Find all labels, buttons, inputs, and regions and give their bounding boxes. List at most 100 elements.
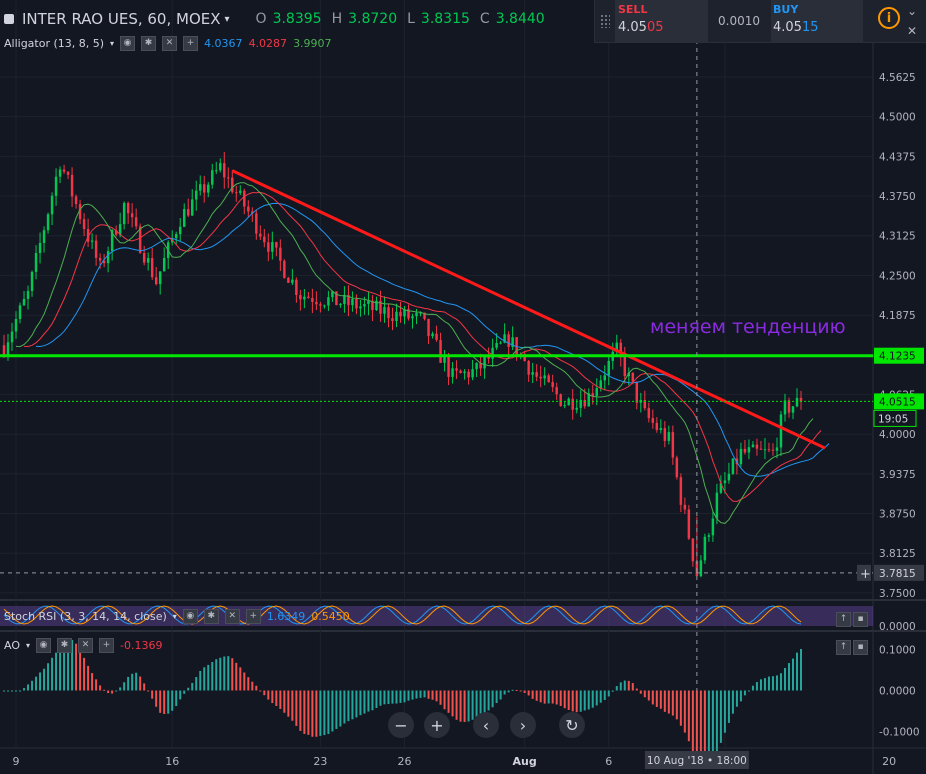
candle-body — [367, 300, 370, 304]
candle-body — [631, 372, 635, 382]
candle-body — [507, 334, 510, 347]
eye-icon[interactable]: ◉ — [182, 609, 198, 624]
ao-bar — [175, 690, 178, 707]
ao-bar — [187, 687, 190, 691]
close-icon[interactable]: ✕ — [162, 36, 178, 51]
settings-icon[interactable]: ✱ — [141, 36, 157, 51]
candle-body — [799, 397, 803, 402]
scroll-left-button[interactable]: ‹ — [473, 712, 499, 738]
drag-handle[interactable] — [595, 0, 616, 42]
eye-icon[interactable]: ◉ — [120, 36, 136, 51]
candle-body — [359, 306, 362, 309]
ao-bar — [351, 690, 354, 720]
ao-bar — [251, 681, 254, 691]
buy-button[interactable]: BUY 4.0515 — [771, 0, 863, 42]
candle-body — [162, 257, 166, 272]
info-icon[interactable]: i — [878, 7, 900, 29]
ao-bar — [435, 690, 438, 702]
reset-button[interactable]: ↻ — [559, 712, 585, 738]
ao-bar — [595, 690, 598, 706]
candle-body — [779, 414, 783, 448]
pane-up-icon[interactable]: ↑ — [836, 640, 851, 655]
ao-bar — [439, 690, 442, 705]
candle-body — [343, 295, 346, 305]
pane-maximize-icon[interactable]: ▪ — [853, 612, 868, 627]
candle-body — [379, 300, 382, 314]
ao-bar — [515, 689, 518, 691]
ao-bar — [659, 690, 662, 709]
zoom-in-button[interactable]: + — [424, 712, 450, 738]
candle-body — [58, 169, 62, 177]
candle-body — [263, 236, 266, 243]
ao-bar — [447, 690, 450, 713]
more-icon[interactable]: + — [99, 638, 115, 653]
candle-body — [295, 279, 298, 296]
pane-maximize-icon[interactable]: ▪ — [853, 640, 868, 655]
scroll-right-button[interactable]: › — [510, 712, 536, 738]
chevron-down-icon[interactable]: ⌄ — [907, 4, 918, 18]
candle-body — [94, 240, 98, 258]
price-tick-label: 4.0000 — [879, 429, 916, 441]
candle-body — [118, 224, 122, 235]
more-icon[interactable]: + — [183, 36, 199, 51]
settings-icon[interactable]: ✱ — [203, 609, 219, 624]
sell-label: SELL — [618, 3, 648, 16]
countdown-box — [873, 409, 917, 427]
ao-name[interactable]: AO — [4, 639, 20, 652]
symbol-title[interactable]: INTER RAO UES, 60, MOEX — [22, 10, 221, 28]
candle-body — [447, 356, 450, 377]
price-tick-label: 4.3750 — [879, 191, 916, 203]
trade-panel: SELL 4.0505 0.0010 BUY 4.0515 i ⌄ ✕ — [594, 0, 926, 43]
candle-body — [563, 405, 566, 407]
alligator-jaw-value: 4.0367 — [204, 37, 243, 50]
settings-icon[interactable]: ✱ — [57, 638, 73, 653]
alligator-name[interactable]: Alligator (13, 8, 5) — [4, 37, 105, 50]
ao-bar — [35, 676, 38, 691]
ao-bar — [759, 679, 762, 691]
ao-bar — [315, 690, 318, 737]
ao-caret[interactable]: ▾ — [26, 641, 31, 650]
sell-button[interactable]: SELL 4.0505 — [616, 0, 708, 42]
ao-bar — [671, 690, 674, 716]
price-tick-label: 4.5625 — [879, 72, 916, 84]
candle-body — [158, 271, 162, 285]
ao-bar — [347, 690, 350, 722]
candle-body — [755, 444, 759, 449]
ao-bar — [203, 667, 206, 691]
symbol-dropdown-caret[interactable]: ▾ — [224, 13, 230, 25]
stoch-rsi-name[interactable]: Stoch RSI (3, 3, 14, 14, close) — [4, 610, 167, 623]
ao-bar — [800, 648, 802, 691]
pane-up-icon[interactable]: ↑ — [836, 612, 851, 627]
alligator-legend: Alligator (13, 8, 5) ▾ ◉ ✱ ✕ + 4.0367 4.… — [4, 36, 332, 51]
ao-bar — [179, 690, 182, 700]
ao-bar — [607, 690, 610, 697]
candle-body — [463, 371, 466, 373]
alligator-caret[interactable]: ▾ — [110, 39, 115, 48]
stoch-caret[interactable]: ▾ — [172, 612, 177, 621]
candle-body — [154, 277, 158, 285]
ao-bar — [387, 690, 390, 705]
more-icon[interactable]: + — [245, 609, 261, 624]
close-icon[interactable]: ✕ — [224, 609, 240, 624]
annotation-text[interactable]: меняем тенденцию — [650, 316, 846, 338]
candle-body — [431, 333, 434, 337]
candle-body — [243, 190, 246, 207]
ao-bar — [379, 690, 382, 706]
candle-body — [451, 368, 454, 377]
ao-bar — [771, 676, 774, 691]
ohlc-close-value: 3.8440 — [495, 11, 545, 27]
crosshair-time-label: 10 Aug '18 • 18:00 — [647, 755, 747, 767]
price-tick-label: 3.9375 — [879, 469, 916, 481]
close-icon[interactable]: ✕ — [907, 24, 918, 38]
zoom-out-button[interactable]: − — [388, 712, 414, 738]
eye-icon[interactable]: ◉ — [36, 638, 52, 653]
candle-body — [110, 230, 114, 252]
ao-bar — [191, 682, 194, 691]
time-tick-label: 20 — [882, 755, 896, 768]
candle-body — [283, 260, 286, 278]
candle-body — [207, 184, 210, 193]
ao-bar — [335, 690, 338, 729]
ao-bar — [487, 690, 490, 711]
close-icon[interactable]: ✕ — [78, 638, 94, 653]
